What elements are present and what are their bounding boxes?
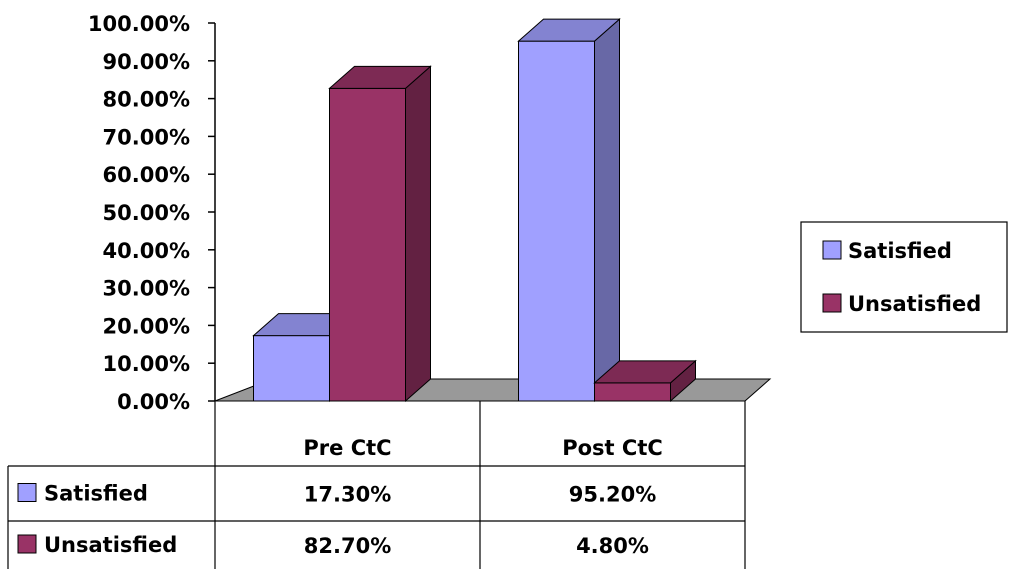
bar-front bbox=[594, 382, 671, 402]
legend-label: Unsatisfied bbox=[848, 292, 981, 316]
value-axis: 0.00% 10.00% 20.00% 30.00% 40.00% 50.00% 60.00… bbox=[88, 12, 216, 414]
y-tick-label: 10.00% bbox=[103, 352, 190, 376]
bar-top bbox=[517, 18, 621, 42]
y-tick-label: 20.00% bbox=[103, 314, 190, 338]
y-tick-label: 100.00% bbox=[88, 12, 190, 36]
y-tick-label: 40.00% bbox=[103, 239, 190, 263]
legend-swatch bbox=[822, 240, 842, 260]
data-table: Pre CtC Post CtC Satisfied 17.30% 95.20% Unsa… bbox=[7, 401, 746, 569]
y-tick-label: 70.00% bbox=[103, 125, 190, 149]
bar-side bbox=[594, 18, 620, 403]
table-cell: 82.70% bbox=[304, 534, 391, 558]
bar-front bbox=[518, 40, 595, 402]
table-cell: 95.20% bbox=[569, 483, 656, 507]
legend-label: Satisfied bbox=[848, 239, 952, 263]
table-cell: 17.30% bbox=[304, 483, 391, 507]
y-tick-label: 50.00% bbox=[103, 201, 190, 225]
bar-unsatisfied-2 bbox=[593, 359, 697, 403]
bar-satisfied-2 bbox=[517, 18, 621, 403]
y-tick-label: 30.00% bbox=[103, 277, 190, 301]
table-cell: 4.80% bbox=[576, 534, 649, 558]
table-row-label: Satisfied bbox=[44, 482, 148, 506]
legend: Satisfied Unsatisfied bbox=[800, 221, 1008, 333]
bar-front bbox=[329, 87, 406, 402]
legend-swatch bbox=[822, 293, 842, 313]
bar-front bbox=[253, 335, 330, 402]
legend-box bbox=[800, 221, 1008, 333]
y-tick-label: 0.00% bbox=[117, 390, 190, 414]
bar-side bbox=[405, 65, 431, 403]
table-key-swatch bbox=[17, 483, 37, 502]
bar-unsatisfied-1 bbox=[328, 65, 432, 403]
table-key-swatch bbox=[17, 534, 37, 554]
bar-top bbox=[593, 360, 697, 384]
bars bbox=[252, 18, 697, 403]
category-label: Post CtC bbox=[562, 436, 663, 460]
y-tick-label: 80.00% bbox=[103, 88, 190, 112]
y-tick-label: 90.00% bbox=[103, 50, 190, 74]
category-label: Pre CtC bbox=[303, 436, 391, 460]
bar-top bbox=[328, 65, 432, 89]
table-row-label: Unsatisfied bbox=[44, 533, 177, 557]
y-tick-label: 60.00% bbox=[103, 163, 190, 187]
